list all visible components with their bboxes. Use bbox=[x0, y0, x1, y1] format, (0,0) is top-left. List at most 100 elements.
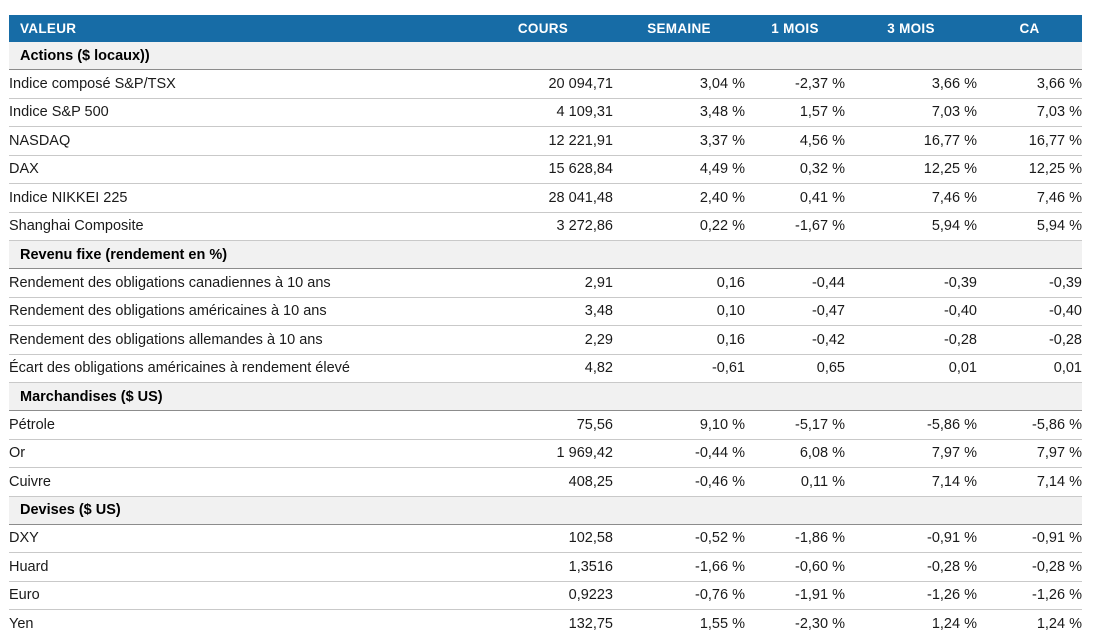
table-row: Huard 1,3516 -1,66 % -0,60 % -0,28 % -0,28 % bbox=[9, 552, 1082, 582]
ca-change-value: 7,14 % bbox=[977, 467, 1082, 497]
table-body: Actions ($ locaux)) Indice composé S&P/TS… bbox=[9, 42, 1082, 638]
mois3-change-value: 1,24 % bbox=[931, 615, 977, 632]
mois3-change-value: 5,94 % bbox=[845, 212, 977, 241]
table-row: Shanghai Composite 3 272,86 0,22 % -1,67 % 5… bbox=[9, 212, 1082, 241]
cours-value: 4,82 bbox=[473, 354, 613, 383]
market-summary-table-wrap: VALEUR COURS SEMAINE 1 MOIS 3 MOIS CA Ac… bbox=[9, 15, 1082, 639]
row-label: Indice NIKKEI 225 bbox=[9, 183, 473, 213]
row-label: Pétrole bbox=[9, 410, 473, 440]
semaine-change-value: 3,48 % bbox=[613, 98, 745, 127]
ca-change-value: 3,66 % bbox=[977, 69, 1082, 99]
table-row: Indice NIKKEI 225 28 041,48 2,40 % 0,41 % 7,… bbox=[9, 183, 1082, 213]
table-row: Cuivre 408,25 -0,46 % 0,11 % 7,14 % 7,14 % bbox=[9, 467, 1082, 497]
mois3-change-value: 3,66 % bbox=[845, 69, 977, 99]
row-label: DAX bbox=[9, 155, 473, 184]
table-row: Rendement des obligations allemandes à 1… bbox=[9, 325, 1082, 355]
cours-value: 1 969,42 bbox=[473, 439, 613, 468]
table-row: DXY 102,58 -0,52 % -1,86 % -0,91 % -0,91 % bbox=[9, 524, 1082, 553]
mois1-change-value: -0,42 bbox=[745, 325, 845, 355]
section-row: Actions ($ locaux)) bbox=[9, 42, 1082, 70]
mois1-change-value: 0,41 % bbox=[745, 183, 845, 213]
mois1-change-value: 1,57 % bbox=[745, 98, 845, 127]
cours-value: 12 221,91 bbox=[473, 126, 613, 156]
ca-change-value: 5,94 % bbox=[977, 212, 1082, 241]
table-row: Indice composé S&P/TSX 20 094,71 3,04 % -2,… bbox=[9, 69, 1082, 99]
cours-value: 2,29 bbox=[473, 325, 613, 355]
mois3-change-value: 16,77 % bbox=[845, 126, 977, 156]
semaine-change-value: 9,10 % bbox=[613, 410, 745, 440]
market-summary-table: VALEUR COURS SEMAINE 1 MOIS 3 MOIS CA Ac… bbox=[9, 15, 1082, 639]
table-row: Rendement des obligations canadiennes à … bbox=[9, 268, 1082, 298]
mois3-change-value: 7,97 % bbox=[845, 439, 977, 468]
mois1-change-value: 0,65 bbox=[745, 354, 845, 383]
mois3-change-value: 0,01 bbox=[845, 354, 977, 383]
ca-change-value: -0,40 bbox=[977, 297, 1082, 326]
ca-change-value: -1,26 % bbox=[977, 581, 1082, 610]
mois1-change-value: -1,91 % bbox=[745, 581, 845, 610]
cours-value: 4 109,31 bbox=[473, 98, 613, 127]
column-header-semaine: SEMAINE bbox=[613, 15, 745, 42]
row-label: Shanghai Composite bbox=[9, 212, 473, 241]
semaine-change-value: -0,52 % bbox=[613, 524, 745, 553]
section-row: Devises ($ US) bbox=[9, 496, 1082, 525]
row-label: Rendement des obligations canadiennes à … bbox=[9, 268, 473, 298]
cours-value: 3,48 bbox=[473, 297, 613, 326]
mois1-change-value: -0,47 bbox=[745, 297, 845, 326]
semaine-change-value: 0,16 bbox=[613, 268, 745, 298]
semaine-change-value: 3,04 % bbox=[613, 69, 745, 99]
mois3-change-value: -1,26 % bbox=[845, 581, 977, 610]
row-label: Écart des obligations américaines à rend… bbox=[9, 354, 473, 383]
section-title: Revenu fixe (rendement en %) bbox=[9, 240, 1082, 269]
ca-change-value: -0,39 bbox=[977, 268, 1082, 298]
ca-change-value: -0,28 bbox=[977, 325, 1082, 355]
mois1-change-value: -0,60 % bbox=[745, 552, 845, 582]
cours-value: 28 041,48 bbox=[473, 183, 613, 213]
mois1-change-value: -0,44 bbox=[745, 268, 845, 298]
column-header-ca: CA bbox=[977, 15, 1082, 42]
semaine-change-value: 0,16 bbox=[613, 325, 745, 355]
mois3-change-value: 7,03 % bbox=[845, 98, 977, 127]
semaine-change-value: 1,55 % bbox=[699, 615, 745, 632]
semaine-change-value: -0,44 % bbox=[613, 439, 745, 468]
ca-change-value: 0,01 bbox=[977, 354, 1082, 383]
table-row: Indice S&P 500 4 109,31 3,48 % 1,57 % 7,03 %… bbox=[9, 98, 1082, 127]
mois1-change-value: 0,32 % bbox=[745, 155, 845, 184]
mois3-change-value: -0,39 bbox=[845, 268, 977, 298]
semaine-change-value: -0,46 % bbox=[613, 467, 745, 497]
row-label: Indice S&P 500 bbox=[9, 98, 473, 127]
row-label: Yen bbox=[9, 615, 34, 632]
mois1-change-value: -1,86 % bbox=[745, 524, 845, 553]
row-label: NASDAQ bbox=[9, 126, 473, 156]
table-row: Euro 0,9223 -0,76 % -1,91 % -1,26 % -1,26 % bbox=[9, 581, 1082, 610]
mois1-change-value: -5,17 % bbox=[745, 410, 845, 440]
ca-change-value: 7,97 % bbox=[977, 439, 1082, 468]
ca-change-value: 1,24 % bbox=[1036, 615, 1082, 632]
mois1-change-value: -2,37 % bbox=[745, 69, 845, 99]
mois1-change-value: -1,67 % bbox=[745, 212, 845, 241]
row-label: Cuivre bbox=[9, 467, 473, 497]
semaine-change-value: 0,10 bbox=[613, 297, 745, 326]
row-label: DXY bbox=[9, 524, 473, 553]
semaine-change-value: 4,49 % bbox=[613, 155, 745, 184]
row-label: Euro bbox=[9, 581, 473, 610]
section-row: Revenu fixe (rendement en %) bbox=[9, 240, 1082, 269]
cours-value: 1,3516 bbox=[473, 552, 613, 582]
cours-value: 15 628,84 bbox=[473, 155, 613, 184]
column-header-valeur: VALEUR bbox=[9, 15, 473, 42]
mois3-change-value: 7,14 % bbox=[845, 467, 977, 497]
ca-change-value: 7,46 % bbox=[977, 183, 1082, 213]
row-label: Or bbox=[9, 439, 473, 468]
cours-value: 102,58 bbox=[473, 524, 613, 553]
semaine-change-value: 0,22 % bbox=[613, 212, 745, 241]
column-header-1mois: 1 MOIS bbox=[745, 15, 845, 42]
table-row: NASDAQ 12 221,91 3,37 % 4,56 % 16,77 % 16,77 … bbox=[9, 126, 1082, 156]
row-label: Indice composé S&P/TSX bbox=[9, 69, 473, 99]
row-label: Huard bbox=[9, 552, 473, 582]
mois1-change-value: -2,30 % bbox=[795, 615, 845, 632]
ca-change-value: -5,86 % bbox=[977, 410, 1082, 440]
semaine-change-value: 3,37 % bbox=[613, 126, 745, 156]
semaine-change-value: 2,40 % bbox=[613, 183, 745, 213]
mois3-change-value: -0,28 bbox=[845, 325, 977, 355]
cours-value: 3 272,86 bbox=[473, 212, 613, 241]
section-title: Devises ($ US) bbox=[9, 496, 1082, 525]
